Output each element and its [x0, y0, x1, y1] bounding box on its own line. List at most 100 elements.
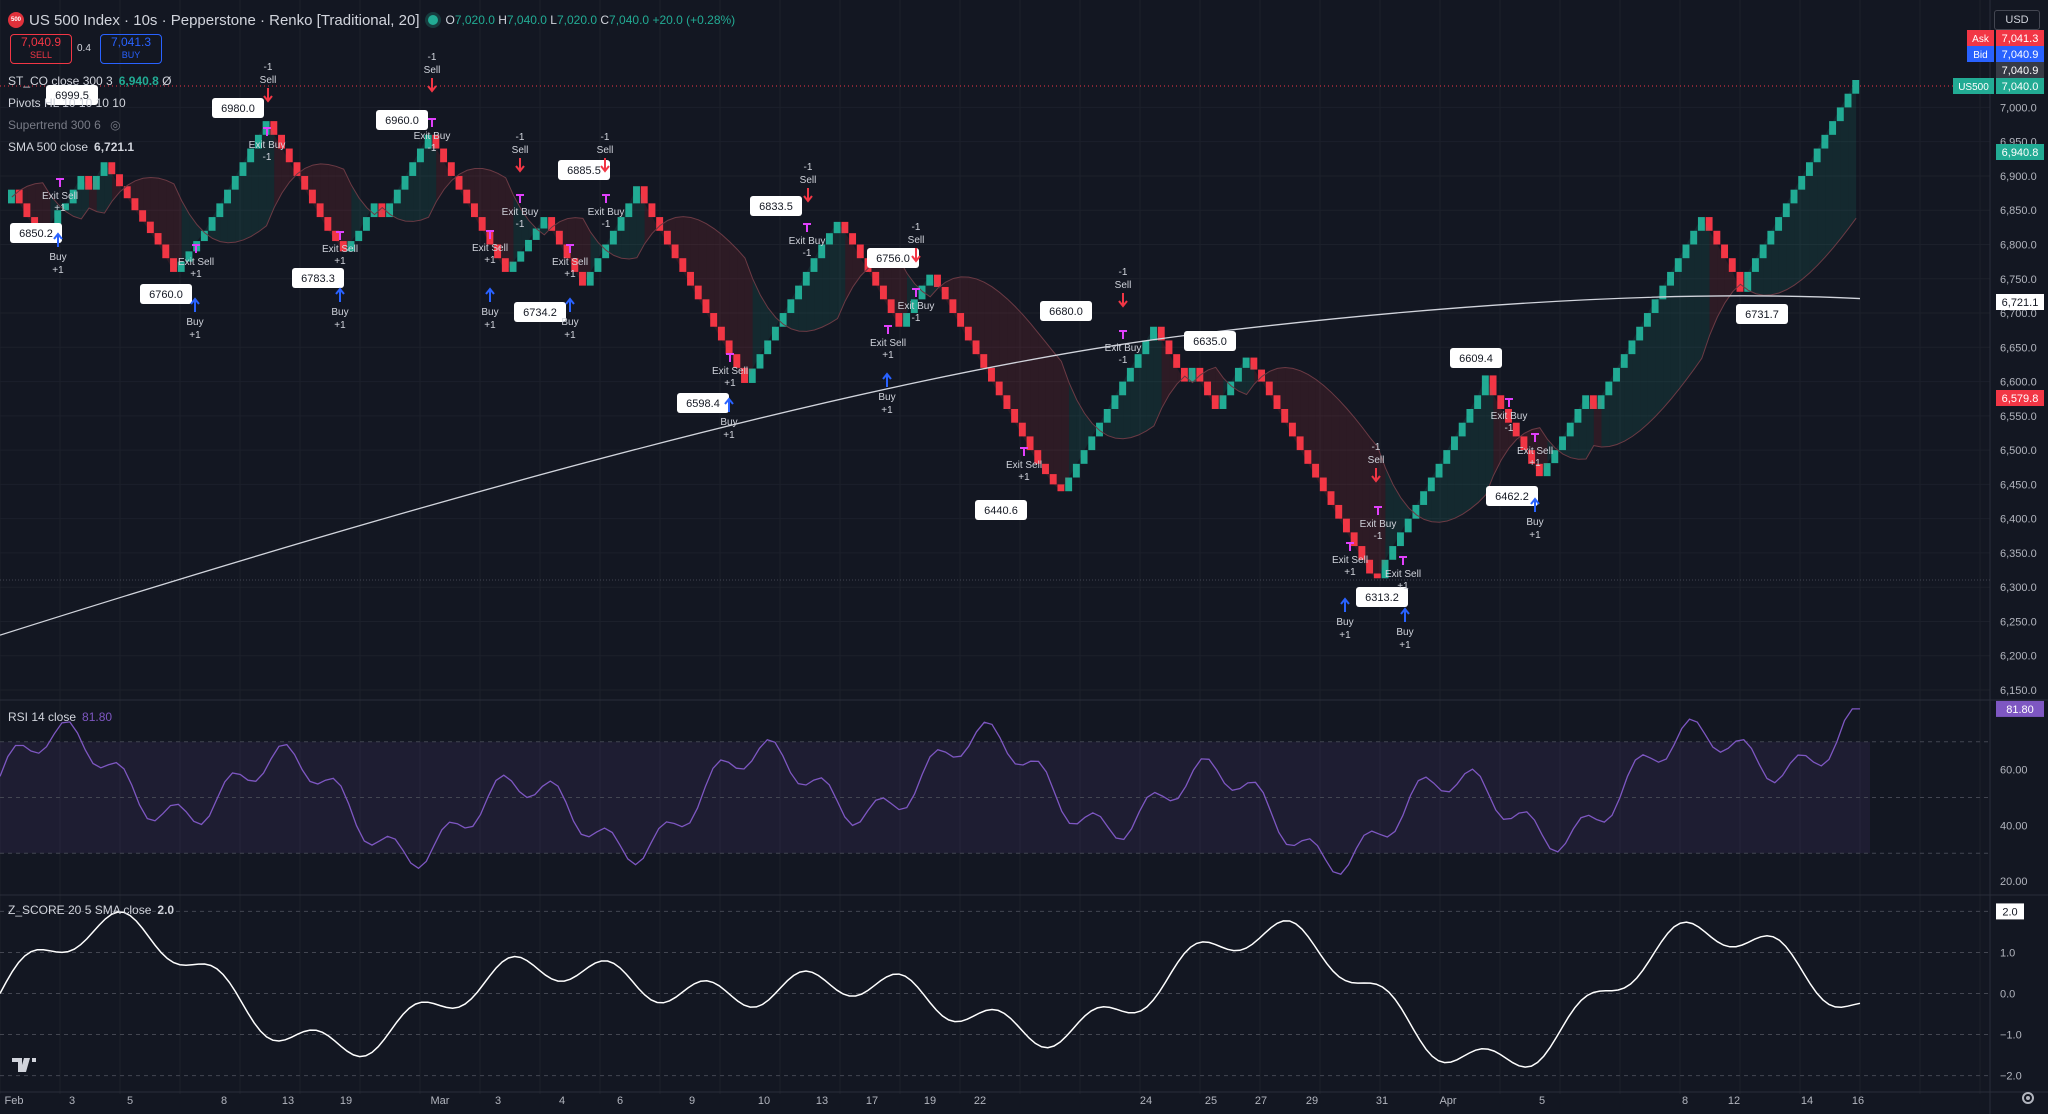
sell-arrow-icon [263, 88, 273, 103]
renko-brick [1250, 357, 1258, 370]
legend-st-co[interactable]: ST_CO close 300 3 6,940.8 Ø [8, 74, 172, 88]
signal-label: Sell [800, 175, 817, 186]
signal-qty: +1 [1529, 458, 1541, 469]
trade-signal-buy: Buy +1 [481, 287, 499, 331]
legend-pivots[interactable]: Pivots HL 10 10 10 10 [8, 96, 126, 110]
signal-qty: -1 [516, 132, 525, 143]
legend-supertrend[interactable]: Supertrend 300 6 ◎ [8, 118, 121, 132]
time-tick-label: 10 [758, 1095, 770, 1107]
pivot-label-box [1736, 304, 1788, 324]
signal-qty: +1 [1397, 581, 1409, 592]
renko-brick [308, 189, 316, 204]
trend-cloud [961, 276, 969, 341]
pivot-label: 6999.5 [46, 85, 98, 105]
buy-button[interactable]: 7,041.3 BUY [100, 34, 162, 64]
signal-label: Exit Buy [502, 207, 539, 218]
sell-arrow-icon [911, 248, 921, 263]
signal-label: Buy [1526, 517, 1543, 528]
signal-label: Buy [1396, 627, 1413, 638]
renko-brick [949, 299, 957, 314]
trend-cloud [1701, 217, 1710, 359]
symbol-title[interactable]: US 500 Index · 10s · Pepperstone · Renko… [29, 11, 420, 29]
renko-brick [1535, 463, 1543, 477]
currency-selector[interactable]: USD [1994, 10, 2040, 30]
exit-marker-icon [803, 223, 811, 232]
price-badge-value: 7,040.0 [2002, 81, 2039, 93]
signal-qty: -1 [912, 313, 921, 324]
renko-brick [1335, 504, 1343, 519]
signal-label: Exit Buy [898, 301, 935, 312]
gear-icon[interactable] [2020, 1090, 2036, 1106]
trend-cloud [1439, 450, 1448, 523]
renko-brick [1103, 408, 1111, 423]
trade-signal-exit-buy: Exit Buy-1 [414, 118, 450, 154]
signal-label: Exit Sell [1385, 569, 1421, 580]
trend-cloud [413, 148, 421, 222]
renko-brick [123, 186, 131, 199]
trend-cloud [1516, 433, 1525, 451]
sell-arrow-icon [515, 158, 525, 173]
legend-sma[interactable]: SMA 500 close 6,721.1 [8, 140, 135, 154]
price-badge-value: 6,721.1 [2002, 297, 2039, 309]
trend-cloud [999, 292, 1008, 409]
renko-brick [85, 175, 93, 190]
trend-cloud [590, 232, 599, 272]
legend-zscore[interactable]: Z_SCORE 20 5 SMA close 2.0 [8, 903, 175, 917]
market-status-icon[interactable] [427, 15, 438, 25]
signal-qty: +1 [54, 203, 66, 214]
sell-button[interactable]: 7,040.9 SELL [10, 34, 72, 64]
tradingview-logo-icon[interactable] [12, 1056, 42, 1074]
renko-brick [355, 230, 363, 242]
renko-brick [494, 244, 502, 259]
trend-cloud [1354, 417, 1363, 560]
time-tick-label: 24 [1140, 1095, 1152, 1107]
symbol-logo-icon[interactable]: 500 [8, 12, 24, 28]
trend-cloud [806, 258, 815, 332]
trend-cloud [1686, 230, 1695, 380]
renko-brick [910, 299, 918, 314]
signal-label: Exit Sell [870, 338, 906, 349]
chart-header: 500 US 500 Index · 10s · Pepperstone · R… [8, 10, 735, 30]
trend-cloud [405, 162, 414, 222]
pivot-label-text: 6598.4 [686, 398, 720, 410]
pivot-label: 6731.7 [1736, 304, 1788, 324]
signal-label: Sell [512, 145, 529, 156]
hidden-eye-icon[interactable]: ◎ [110, 118, 121, 132]
pivot-label-box [292, 268, 344, 288]
trade-signal-exit-sell: Exit Sell+1 [1385, 556, 1421, 592]
renko-brick [1404, 518, 1412, 533]
renko-brick [146, 221, 154, 234]
renko-brick [370, 203, 378, 218]
pivot-label-text: 6999.5 [55, 90, 89, 102]
trend-cloud [760, 295, 769, 355]
renko-brick [1443, 450, 1451, 464]
trend-cloud [1092, 422, 1100, 437]
trend-cloud [1300, 370, 1309, 464]
legend-rsi[interactable]: RSI 14 close 81.80 [8, 710, 113, 724]
trend-cloud [644, 203, 653, 244]
time-tick-label: 8 [221, 1095, 227, 1107]
trade-signal-sell: -1 Sell [597, 132, 613, 173]
trend-cloud [1053, 352, 1062, 492]
trend-cloud [1207, 367, 1216, 409]
signal-qty: -1 [1372, 442, 1381, 453]
renko-brick [1659, 285, 1667, 300]
signal-label: Exit Sell [322, 244, 358, 255]
renko-brick [1736, 271, 1744, 292]
renko-brick [1721, 244, 1729, 259]
renko-brick [1551, 450, 1559, 464]
trade-signal-exit-sell: Exit Sell+1 [712, 353, 748, 389]
renko-brick [1196, 367, 1204, 382]
trade-signal-exit-sell: Exit Sell+1 [552, 244, 588, 280]
trend-cloud [1261, 371, 1270, 396]
pivot-label: 6833.5 [750, 196, 802, 216]
renko-brick [339, 241, 347, 252]
trend-cloud [1215, 367, 1224, 409]
renko-brick [1350, 532, 1358, 547]
trend-cloud [1169, 354, 1178, 395]
price-tick-label: 6,400.0 [2000, 514, 2037, 526]
trade-signal-sell: -1 Sell [260, 62, 276, 103]
trend-cloud [1462, 408, 1471, 515]
trend-cloud [1323, 385, 1332, 505]
